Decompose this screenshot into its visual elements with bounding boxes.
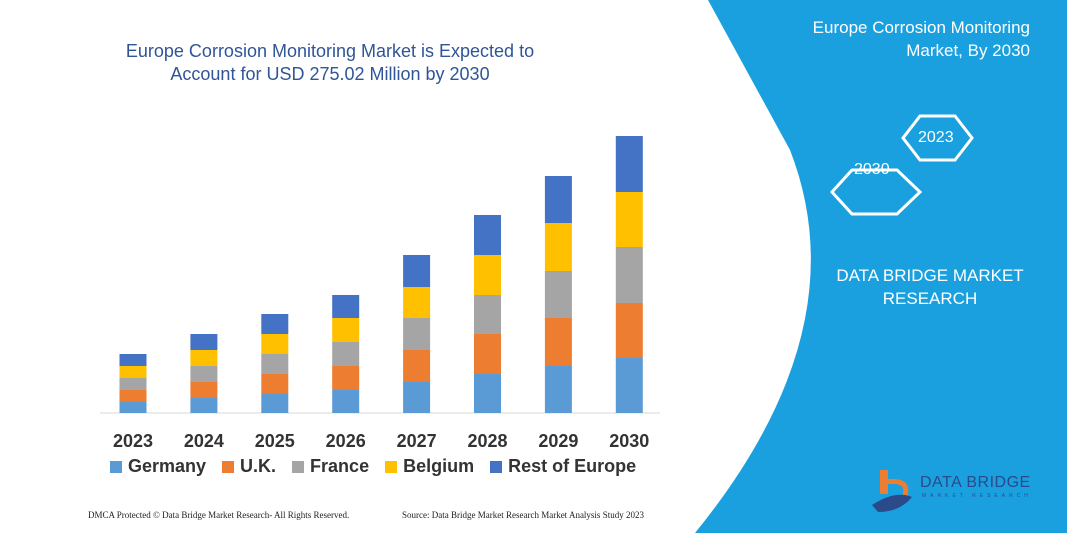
legend-swatch <box>490 460 503 473</box>
bar-segment-2027-3 <box>403 287 431 318</box>
legend-swatch <box>292 460 305 473</box>
legend-swatch <box>222 460 235 473</box>
legend-item: France <box>292 456 369 477</box>
legend-label: U.K. <box>240 456 277 476</box>
hexagon-2023 <box>901 114 974 162</box>
logo-icon <box>872 470 912 512</box>
bar-segment-2026-2 <box>332 342 360 366</box>
bar-segment-2028-4 <box>474 215 501 255</box>
bar-segment-2030-0 <box>615 358 643 413</box>
bar-segment-2025-1 <box>261 374 289 394</box>
bar-segment-2030-3 <box>615 192 643 247</box>
bar-segment-2025-3 <box>261 334 289 354</box>
legend-swatch <box>385 460 398 473</box>
logo-subtext: MARKET RESEARCH <box>922 493 1032 499</box>
x-tick-label: 2030 <box>609 431 649 451</box>
legend-label: France <box>310 456 370 476</box>
legend-swatch <box>110 460 122 473</box>
bar-segment-2023-0 <box>119 402 147 413</box>
bar-segment-2025-4 <box>261 314 289 334</box>
bar-segment-2030-2 <box>615 247 643 303</box>
bar-segment-2028-3 <box>474 255 501 295</box>
bar-segment-2026-3 <box>332 318 360 342</box>
bar-segment-2023-4 <box>119 354 147 366</box>
x-tick-labels: 2023 2024 2025 2026 2027 2028 2029 2030 <box>113 431 649 451</box>
bar-segment-2024-3 <box>190 350 218 366</box>
bar-segment-2029-2 <box>544 271 572 318</box>
footer-copyright: DMCA Protected © Data Bridge Market Rese… <box>88 510 350 520</box>
bar-segment-2029-1 <box>544 318 572 366</box>
x-tick-label: 2026 <box>326 431 366 451</box>
legend-label: Belgium <box>403 456 475 476</box>
bar-segment-2024-1 <box>190 382 218 398</box>
hex-label-2023: 2023 <box>918 129 954 146</box>
hex-label-2030: 2030 <box>854 161 890 178</box>
bar-segment-2028-1 <box>474 334 501 374</box>
logo-text: DATA BRIDGE <box>920 474 1031 491</box>
bar-segment-2028-0 <box>474 374 501 413</box>
bar-segment-2024-2 <box>190 366 218 382</box>
legend-item: Belgium <box>385 456 474 477</box>
bar-segment-2027-4 <box>403 255 431 287</box>
bar-segment-2023-1 <box>119 390 147 402</box>
side-panel <box>695 0 1067 533</box>
bar-segment-2027-1 <box>403 350 431 382</box>
legend-label: Rest of Europe <box>508 456 637 476</box>
x-tick-label: 2024 <box>184 431 224 451</box>
bar-segment-2029-0 <box>544 366 572 413</box>
legend-item: Germany <box>110 456 206 477</box>
bar-segment-2024-0 <box>190 398 218 413</box>
chart-title: Europe Corrosion Monitoring Market is Ex… <box>125 41 535 84</box>
bar-segment-2027-2 <box>403 318 431 350</box>
bar-segment-2030-4 <box>615 136 643 192</box>
bar-segment-2030-1 <box>615 303 643 358</box>
legend-item: Rest of Europe <box>490 456 636 477</box>
bar-segment-2025-2 <box>261 354 289 374</box>
hexagon-2030 <box>829 168 923 216</box>
bar-segment-2025-0 <box>261 394 289 413</box>
bar-segment-2023-3 <box>119 366 147 378</box>
x-tick-label: 2023 <box>113 431 153 451</box>
legend: Germany U.K. France Belgium Rest of Europe <box>110 456 636 477</box>
legend-item: U.K. <box>222 456 276 477</box>
legend-label: Germany <box>128 456 207 476</box>
bar-segment-2026-4 <box>332 295 360 318</box>
bar-segment-2023-2 <box>119 378 147 390</box>
bar-segment-2029-3 <box>544 223 572 271</box>
x-tick-label: 2029 <box>538 431 578 451</box>
bar-segment-2029-4 <box>544 176 572 223</box>
x-tick-label: 2028 <box>467 431 507 451</box>
x-tick-label: 2025 <box>255 431 295 451</box>
side-panel-title: Europe Corrosion Monitoring Market, By 2… <box>812 18 1030 60</box>
x-tick-label: 2027 <box>397 431 437 451</box>
bar-segment-2026-0 <box>332 390 360 413</box>
footer-source: Source: Data Bridge Market Research Mark… <box>402 510 644 520</box>
bars <box>119 136 643 413</box>
bar-segment-2028-2 <box>474 295 501 334</box>
brand-name: DATA BRIDGE MARKET RESEARCH <box>836 266 1024 308</box>
bar-segment-2027-0 <box>403 382 431 413</box>
bar-segment-2024-4 <box>190 334 218 350</box>
bar-segment-2026-1 <box>332 366 360 390</box>
